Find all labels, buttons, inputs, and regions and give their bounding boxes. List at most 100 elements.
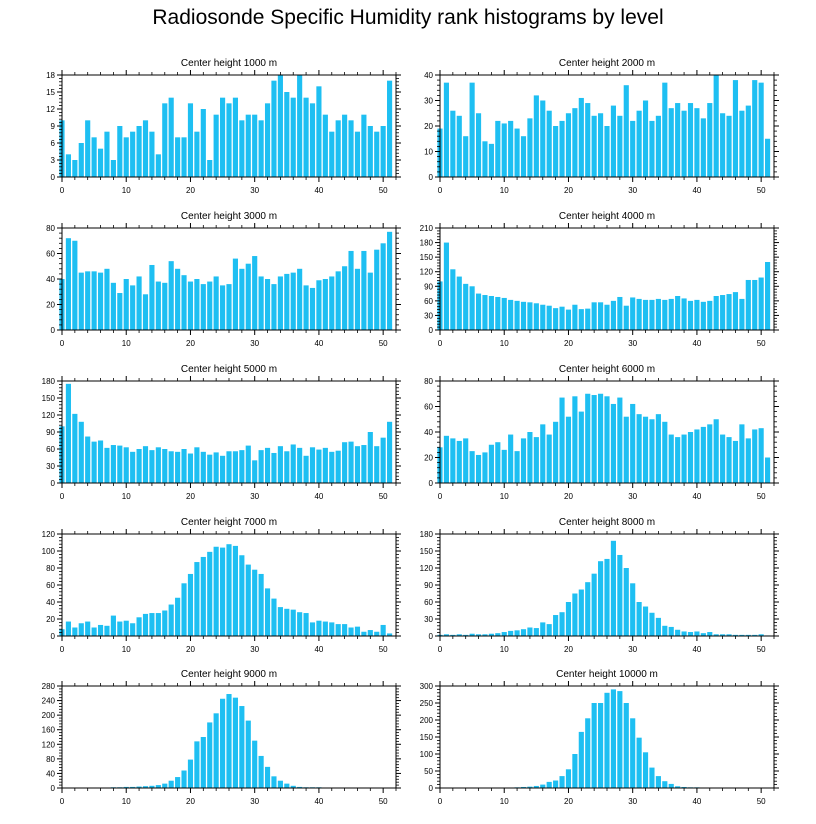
- bar: [149, 785, 155, 788]
- bar: [232, 97, 238, 177]
- bar: [342, 266, 348, 330]
- bar: [514, 630, 520, 636]
- bar: [546, 624, 552, 636]
- bar: [271, 776, 277, 788]
- bar: [123, 620, 129, 636]
- bar: [514, 128, 520, 177]
- y-tick-label: 30: [424, 97, 433, 106]
- bar: [546, 305, 552, 330]
- y-tick-label: 40: [46, 769, 55, 778]
- x-tick-label: 40: [692, 492, 701, 501]
- bar: [284, 783, 290, 788]
- bar: [636, 110, 642, 177]
- x-tick-label: 0: [60, 186, 65, 195]
- bar: [181, 449, 187, 483]
- x-tick-label: 0: [438, 492, 443, 501]
- bar: [752, 80, 758, 177]
- bar: [175, 137, 181, 177]
- bar: [104, 625, 110, 636]
- x-tick-label: 40: [692, 645, 701, 654]
- bar: [553, 308, 559, 330]
- bar: [636, 414, 642, 483]
- bar: [443, 82, 449, 177]
- bar: [97, 272, 104, 331]
- y-tick-label: 40: [46, 275, 55, 284]
- x-tick-label: 40: [314, 645, 323, 654]
- bar: [322, 114, 328, 177]
- x-tick-label: 20: [564, 186, 573, 195]
- bar: [598, 393, 604, 483]
- bar: [130, 285, 136, 331]
- bar: [200, 451, 206, 483]
- main-title: Radiosonde Specific Humidity rank histog…: [152, 6, 664, 29]
- bar: [681, 434, 687, 483]
- bar: [65, 621, 71, 636]
- bar: [380, 437, 386, 483]
- y-tick-label: 90: [46, 428, 55, 437]
- bar: [623, 703, 629, 788]
- bar: [65, 383, 71, 483]
- bar: [220, 547, 226, 636]
- x-tick-label: 20: [564, 339, 573, 348]
- x-tick-label: 10: [122, 645, 131, 654]
- bar: [181, 137, 187, 177]
- bar: [258, 276, 264, 330]
- bar: [463, 283, 469, 330]
- chart-panel: Center height 7000 m 0 20 40 60 80 100 120 0 10 20…: [42, 517, 401, 654]
- bar: [290, 444, 296, 483]
- bar: [367, 272, 373, 331]
- x-tick-label: 0: [60, 339, 65, 348]
- bar: [290, 272, 296, 331]
- bar: [578, 589, 584, 636]
- x-tick-label: 50: [757, 339, 766, 348]
- bar: [155, 281, 161, 330]
- bar: [264, 766, 271, 788]
- y-tick-label: 120: [42, 740, 56, 749]
- bar: [290, 97, 296, 177]
- bar: [194, 447, 200, 483]
- bar: [329, 451, 335, 483]
- y-tick-label: 300: [420, 682, 434, 691]
- bar: [387, 633, 393, 636]
- chart-title: Center height 1000 m: [181, 58, 277, 69]
- y-tick-label: 30: [424, 615, 433, 624]
- bar: [533, 785, 539, 788]
- bar: [527, 432, 533, 483]
- bar: [245, 263, 251, 330]
- bar: [662, 82, 668, 177]
- bar: [335, 271, 341, 330]
- bar: [559, 397, 565, 483]
- bar: [290, 609, 296, 636]
- bar: [662, 421, 668, 483]
- bar: [78, 623, 84, 636]
- y-tick-label: 150: [420, 733, 434, 742]
- y-tick-label: 60: [424, 598, 433, 607]
- bar: [213, 546, 219, 636]
- bar: [65, 238, 71, 330]
- bar: [91, 137, 97, 177]
- bar: [572, 108, 578, 177]
- y-tick-label: 60: [46, 445, 55, 454]
- y-tick-label: 50: [424, 767, 433, 776]
- bar: [565, 309, 572, 330]
- y-tick-label: 250: [420, 699, 434, 708]
- bar: [591, 573, 597, 636]
- bar: [623, 416, 629, 483]
- y-tick-label: 40: [46, 598, 55, 607]
- bar: [168, 97, 174, 177]
- bar: [239, 268, 245, 330]
- bar: [329, 276, 335, 330]
- bar: [110, 615, 116, 636]
- bar: [348, 627, 354, 636]
- bar: [348, 441, 354, 483]
- bar: [758, 277, 764, 330]
- chart-title: Center height 5000 m: [181, 364, 277, 375]
- bar: [367, 630, 373, 636]
- bar: [374, 131, 380, 177]
- bar: [630, 297, 636, 330]
- bar: [316, 620, 322, 636]
- bar: [758, 634, 764, 636]
- x-tick-label: 40: [314, 339, 323, 348]
- chart-panel: Center height 4000 m 0 30 60 90 120 150 180 210 0…: [420, 211, 779, 348]
